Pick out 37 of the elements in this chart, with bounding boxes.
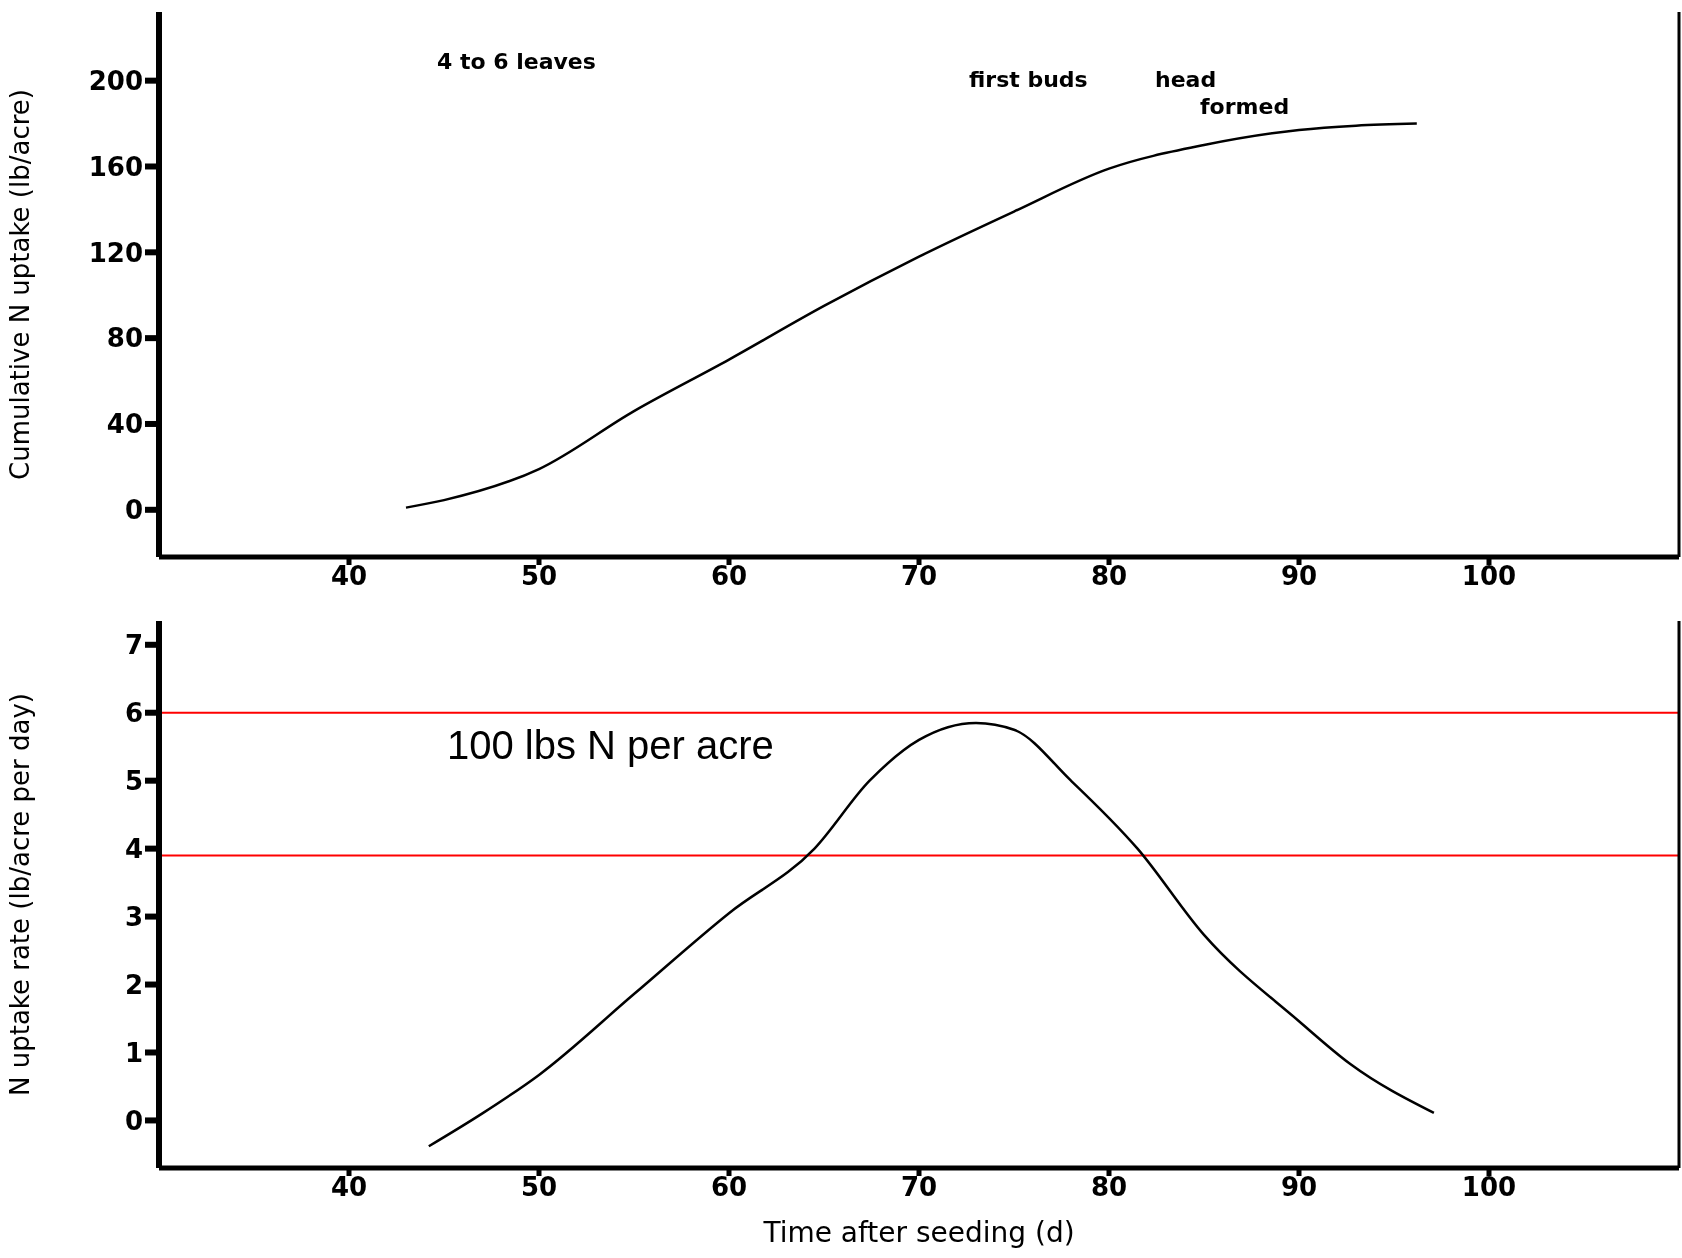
y-tick-label: 7 xyxy=(124,630,143,661)
y-tick-label: 5 xyxy=(124,765,143,796)
y-tick-label: 3 xyxy=(124,901,143,932)
x-tick-label: 80 xyxy=(1090,561,1128,592)
x-tick-label: 90 xyxy=(1280,1172,1318,1203)
annotation: first buds xyxy=(969,66,1088,93)
x-tick-label: 100 xyxy=(1461,561,1517,592)
x-tick-label: 80 xyxy=(1090,1172,1128,1203)
x-tick-label: 40 xyxy=(330,561,368,592)
x-tick-label: 100 xyxy=(1461,1172,1517,1203)
x-tick-label: 60 xyxy=(710,1172,748,1203)
y-tick-label: 0 xyxy=(124,1105,143,1136)
line-series xyxy=(427,721,1436,1148)
y-tick-label: 0 xyxy=(124,495,143,526)
y-tick-label: 160 xyxy=(88,151,143,182)
y-tick-label: 6 xyxy=(124,697,143,728)
y-tick-label: 200 xyxy=(88,65,143,96)
line-series xyxy=(404,122,1419,509)
annotation: head formed xyxy=(1155,66,1290,120)
y-axis-title: N uptake rate (lb/acre per day) xyxy=(5,693,36,1096)
x-tick-label: 70 xyxy=(900,1172,938,1203)
y-tick-label: 2 xyxy=(124,969,143,1000)
x-tick-label: 70 xyxy=(900,561,938,592)
x-axis-title: Time after seeding (d) xyxy=(762,1216,1075,1249)
x-tick-label: 50 xyxy=(520,561,558,592)
x-tick-label: 40 xyxy=(330,1172,368,1203)
y-tick-label: 80 xyxy=(106,323,143,354)
y-axis-title: Cumulative N uptake (lb/acre) xyxy=(5,89,36,480)
annotation: 4 to 6 leaves xyxy=(437,48,596,75)
x-tick-label: 50 xyxy=(520,1172,558,1203)
x-tick-label: 90 xyxy=(1280,561,1318,592)
y-tick-label: 40 xyxy=(106,409,143,440)
y-tick-label: 120 xyxy=(88,237,143,268)
x-tick-label: 60 xyxy=(710,561,748,592)
annotation: 100 lbs N per acre xyxy=(447,722,774,768)
y-tick-label: 4 xyxy=(124,833,143,864)
y-tick-label: 1 xyxy=(124,1037,143,1068)
